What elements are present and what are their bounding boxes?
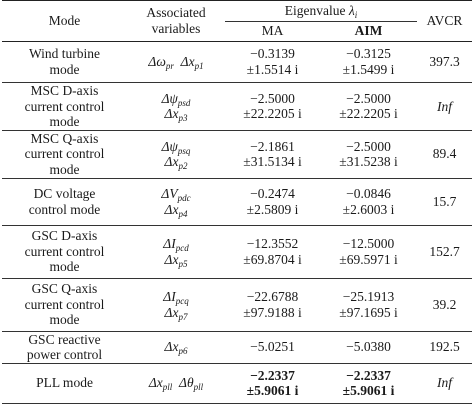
cell-avcr: 397.3 bbox=[417, 41, 473, 83]
cell-eigenvalue-ma: −2.5000 ±22.2205 i bbox=[225, 82, 320, 131]
table-row: MSC D-axis current control mode Δψpsd Δxp3 −2… bbox=[2, 82, 473, 131]
cell-eigenvalue-ma: −0.2474 ±2.5809 i bbox=[225, 178, 320, 226]
variable-subscript: p2 bbox=[178, 161, 188, 172]
variable-symbol: Δx bbox=[164, 304, 179, 320]
cell-associated-variables: ΔIpcd Δxp5 bbox=[127, 225, 225, 279]
cell-eigenvalue-aim: −2.2337 ±5.9061 i bbox=[320, 363, 418, 404]
variable-subscript: p4 bbox=[178, 208, 188, 219]
cell-avcr: 15.7 bbox=[417, 178, 473, 226]
variable-subscript: pll bbox=[162, 382, 173, 393]
cell-associated-variables: Δωpr Δxp1 bbox=[127, 41, 225, 83]
variable-subscript: psd bbox=[177, 97, 191, 108]
cell-eigenvalue-aim: −5.0380 bbox=[320, 331, 418, 364]
cell-mode: GSC reactive power control bbox=[2, 331, 127, 364]
variable-subscript: psq bbox=[177, 145, 191, 156]
header-associated-variables: Associated variables bbox=[127, 0, 225, 42]
cell-mode: PLL mode bbox=[2, 363, 127, 404]
cell-eigenvalue-ma: −0.3139 ±1.5514 i bbox=[225, 41, 320, 83]
table-row: Wind turbine mode Δωpr Δxp1 −0.3139 ±1.5514 … bbox=[2, 41, 473, 83]
variable-symbol: Δψ bbox=[161, 138, 178, 154]
table-body: Wind turbine mode Δωpr Δxp1 −0.3139 ±1.5514 … bbox=[2, 41, 473, 404]
variable-subscript: pll bbox=[193, 382, 204, 393]
header-eigenvalue-sub: i bbox=[354, 9, 358, 20]
cell-associated-variables: ΔVpdc Δxp4 bbox=[127, 178, 225, 226]
cell-mode: Wind turbine mode bbox=[2, 41, 127, 83]
cell-associated-variables: Δψpsq Δxp2 bbox=[127, 130, 225, 179]
cell-mode: MSC D-axis current control mode bbox=[2, 82, 127, 131]
cell-eigenvalue-aim: −0.3125 ±1.5499 i bbox=[320, 41, 418, 83]
variable-subscript: p3 bbox=[178, 113, 188, 124]
table-row: PLL mode Δxpll Δθpll −2.2337 ±5.9061 i −2.23… bbox=[2, 363, 473, 404]
cell-avcr: 39.2 bbox=[417, 278, 473, 332]
cell-associated-variables: Δxpll Δθpll bbox=[127, 363, 225, 404]
variable-subscript: p5 bbox=[178, 258, 188, 269]
cell-eigenvalue-ma: −5.0251 bbox=[225, 331, 320, 364]
variable-symbol: Δω bbox=[148, 54, 166, 70]
header-eigenvalue: Eigenvalue λi bbox=[225, 0, 418, 22]
cell-eigenvalue-ma: −22.6788 ±97.9188 i bbox=[225, 278, 320, 332]
variable-symbol: Δx bbox=[164, 154, 179, 170]
variable-subscript: pr bbox=[165, 61, 174, 72]
cell-associated-variables: ΔIpcq Δxp7 bbox=[127, 278, 225, 332]
variable-symbol: Δθ bbox=[179, 375, 194, 391]
variable-symbol: ΔI bbox=[163, 235, 176, 251]
cell-eigenvalue-aim: −25.1913 ±97.1695 i bbox=[320, 278, 418, 332]
cell-eigenvalue-aim: −2.5000 ±22.2205 i bbox=[320, 82, 418, 131]
cell-avcr: 89.4 bbox=[417, 130, 473, 179]
header-aim: AIM bbox=[320, 21, 418, 42]
variable-symbol: Δx bbox=[164, 201, 179, 217]
variable-subscript: p7 bbox=[178, 311, 188, 322]
cell-associated-variables: Δψpsd Δxp3 bbox=[127, 82, 225, 131]
header-ma: MA bbox=[225, 21, 320, 42]
variable-symbol: Δx bbox=[180, 54, 195, 70]
cell-eigenvalue-ma: −2.2337 ±5.9061 i bbox=[225, 363, 320, 404]
variable-symbol: ΔI bbox=[163, 288, 176, 304]
header-eigenvalue-label: Eigenvalue bbox=[284, 2, 346, 18]
cell-associated-variables: Δxp6 bbox=[127, 331, 225, 364]
variable-symbol: ΔV bbox=[161, 185, 178, 201]
table-row: DC voltage control mode ΔVpdc Δxp4 −0.2474 ±2… bbox=[2, 178, 473, 226]
variable-subscript: pcd bbox=[175, 242, 189, 253]
header-avcr: AVCR bbox=[417, 0, 473, 42]
variable-symbol: Δψ bbox=[161, 90, 178, 106]
variable-subscript: p6 bbox=[178, 346, 188, 357]
table-row: GSC D-axis current control mode ΔIpcd Δxp5 −1… bbox=[2, 225, 473, 279]
header-mode: Mode bbox=[2, 0, 127, 42]
variable-symbol: Δx bbox=[148, 375, 163, 391]
variable-subscript: pdc bbox=[177, 192, 191, 203]
cell-avcr: 192.5 bbox=[417, 331, 473, 364]
cell-mode: GSC Q-axis current control mode bbox=[2, 278, 127, 332]
cell-mode: MSC Q-axis current control mode bbox=[2, 130, 127, 179]
cell-avcr: 152.7 bbox=[417, 225, 473, 279]
header-row-1: Mode Associated variables Eigenvalue λi … bbox=[2, 0, 473, 42]
table-row: GSC reactive power control Δxp6 −5.0251 −5.0… bbox=[2, 331, 473, 364]
cell-eigenvalue-aim: −12.5000 ±69.5971 i bbox=[320, 225, 418, 279]
variable-symbol: Δx bbox=[164, 106, 179, 122]
cell-eigenvalue-ma: −2.1861 ±31.5134 i bbox=[225, 130, 320, 179]
cell-mode: GSC D-axis current control mode bbox=[2, 225, 127, 279]
cell-eigenvalue-aim: −2.5000 ±31.5238 i bbox=[320, 130, 418, 179]
table-row: MSC Q-axis current control mode Δψpsq Δxp2 −2… bbox=[2, 130, 473, 179]
cell-avcr: Inf bbox=[417, 82, 473, 131]
header-row-2: MA AIM bbox=[2, 21, 472, 42]
variable-subscript: p1 bbox=[194, 61, 204, 72]
cell-mode: DC voltage control mode bbox=[2, 178, 127, 226]
variable-symbol: Δx bbox=[164, 251, 179, 267]
variable-subscript: pcq bbox=[175, 295, 189, 306]
cell-eigenvalue-ma: −12.3552 ±69.8704 i bbox=[225, 225, 320, 279]
cell-eigenvalue-aim: −0.0846 ±2.6003 i bbox=[320, 178, 418, 226]
header-eigenvalue-symbol: λ bbox=[348, 2, 355, 18]
cell-avcr: Inf bbox=[417, 363, 473, 404]
variable-symbol: Δx bbox=[164, 339, 179, 355]
table-row: GSC Q-axis current control mode ΔIpcq Δxp7 −2… bbox=[2, 278, 473, 332]
